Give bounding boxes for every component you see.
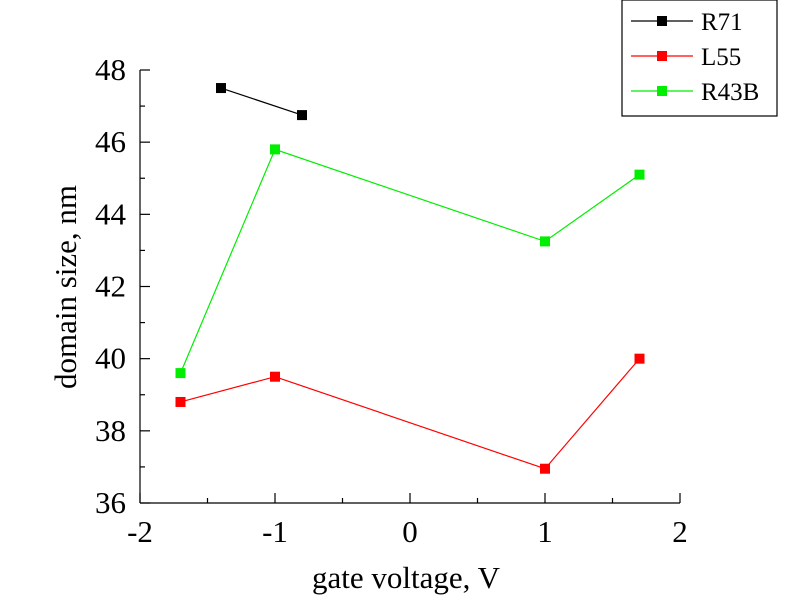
data-point bbox=[540, 236, 550, 247]
data-point bbox=[270, 371, 280, 382]
series-line bbox=[180, 358, 640, 470]
data-point bbox=[634, 169, 645, 180]
legend-label: L55 bbox=[701, 44, 741, 71]
legend-label: R71 bbox=[701, 9, 743, 36]
x-tick-label: 2 bbox=[672, 514, 688, 549]
axes: -2 -1 0 1 2 36 38 40 42 44 46 48 bbox=[95, 52, 688, 549]
data-point bbox=[297, 110, 307, 121]
x-tick-label: -1 bbox=[262, 514, 288, 549]
x-tick-label: 0 bbox=[402, 514, 418, 549]
series-r43b bbox=[175, 144, 645, 379]
data-point bbox=[634, 353, 645, 364]
y-tick-label: 38 bbox=[95, 413, 126, 448]
y-tick-label: 48 bbox=[95, 52, 126, 87]
legend-marker bbox=[657, 86, 667, 96]
x-tick-label: 1 bbox=[537, 514, 553, 549]
x-tick-label: -2 bbox=[127, 514, 153, 549]
y-tick-label: 42 bbox=[95, 269, 126, 304]
x-axis-title: gate voltage, V bbox=[312, 560, 501, 595]
y-tick-label: 44 bbox=[95, 196, 127, 231]
y-tick-label: 40 bbox=[95, 341, 126, 376]
data-point bbox=[216, 83, 226, 94]
series-line bbox=[179, 148, 640, 374]
data-point bbox=[175, 396, 186, 407]
legend-item-r43b: R43B bbox=[631, 79, 759, 106]
legend-item-r71: R71 bbox=[631, 9, 743, 36]
y-tick-label: 46 bbox=[95, 124, 126, 159]
data-point bbox=[175, 368, 186, 379]
series-l55 bbox=[175, 353, 645, 474]
series-r71 bbox=[216, 83, 307, 121]
legend: R71 L55 R43B bbox=[621, 0, 778, 117]
legend-label: R43B bbox=[701, 79, 759, 106]
data-point bbox=[270, 144, 280, 155]
y-axis-title: domain size, nm bbox=[48, 185, 83, 389]
data-point bbox=[540, 463, 550, 474]
y-tick-label: 36 bbox=[95, 485, 126, 520]
series-line bbox=[220, 87, 303, 116]
legend-item-l55: L55 bbox=[631, 44, 741, 71]
legend-marker bbox=[657, 51, 667, 61]
series-layer bbox=[175, 83, 645, 474]
legend-marker bbox=[657, 16, 667, 26]
legend-box bbox=[621, 0, 778, 117]
